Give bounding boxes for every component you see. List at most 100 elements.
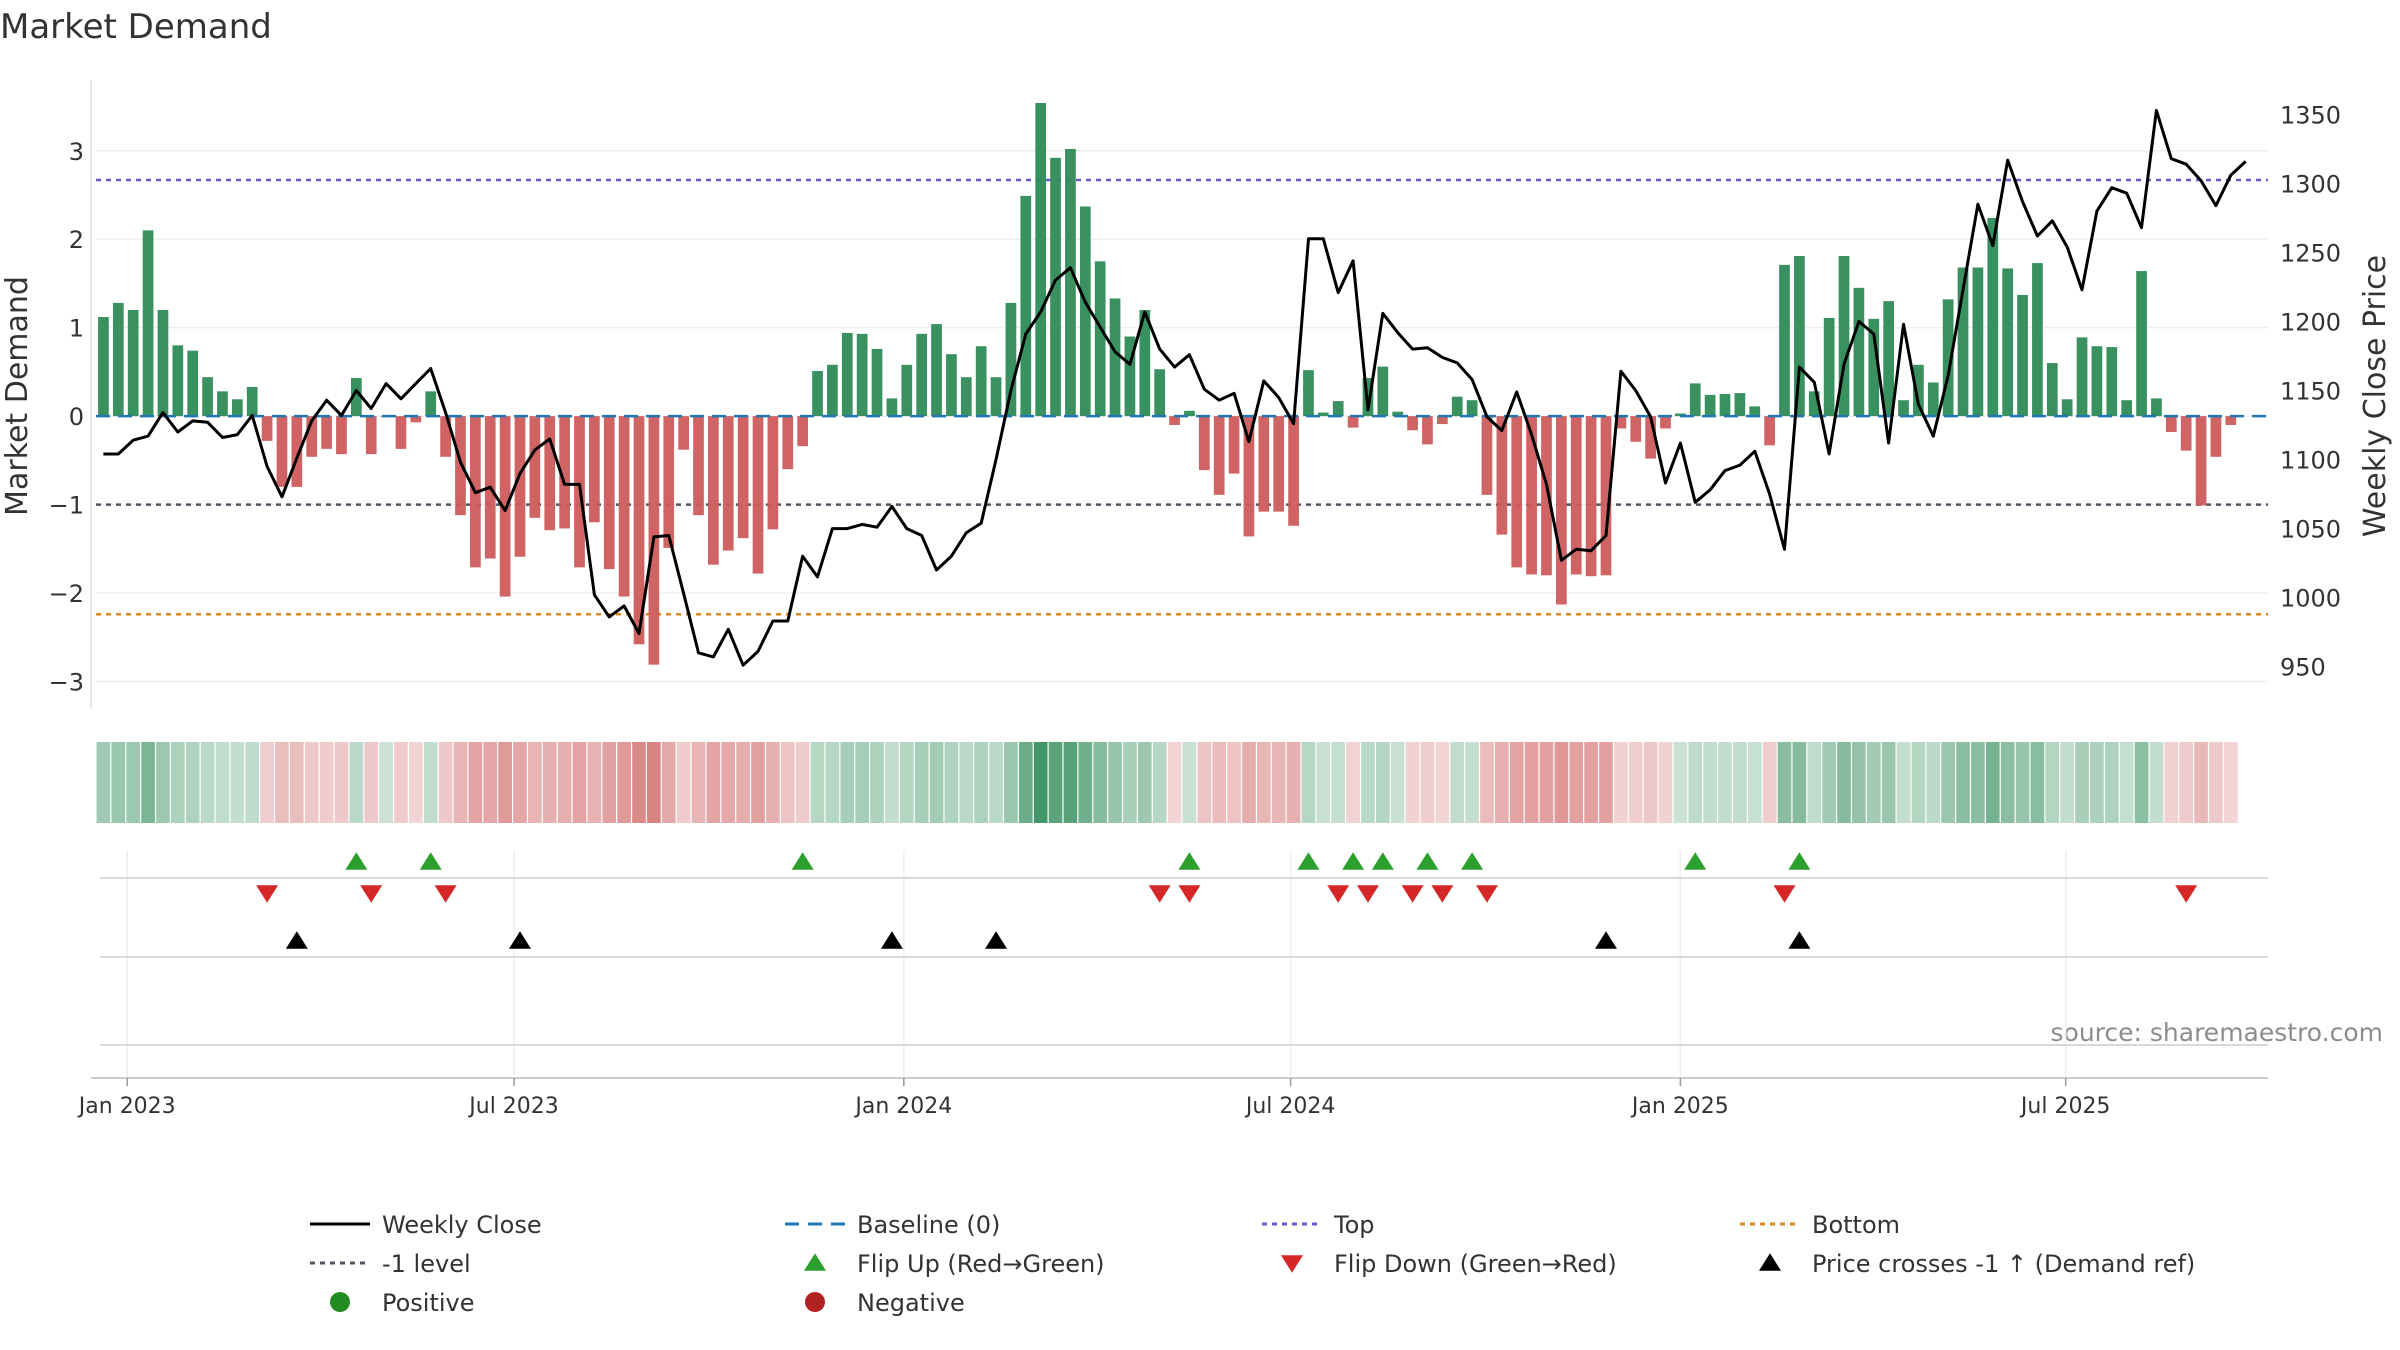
x-tick-label: Jul 2023 [467, 1094, 559, 1119]
price-cross-marker [1594, 931, 1617, 949]
flip-down-marker [1327, 885, 1350, 903]
heat-cell-negative [1524, 742, 1539, 823]
demand-bar-positive [1838, 256, 1850, 417]
heat-cell-positive [929, 742, 944, 823]
demand-bar-positive [172, 345, 184, 417]
demand-bar-negative [603, 416, 615, 570]
y2-tick-label: 1350 [2280, 102, 2341, 130]
heat-cell-positive [1985, 742, 2000, 823]
y-tick-label: 1 [69, 315, 84, 343]
heat-cell-negative [676, 742, 691, 823]
demand-bar-positive [1957, 267, 1969, 417]
x-tick-label: Jan 2023 [77, 1094, 176, 1119]
demand-bar-negative [708, 416, 719, 565]
y2-tick-label: 1150 [2280, 378, 2341, 406]
demand-bar-positive [2136, 271, 2147, 417]
heat-cell-positive [170, 742, 185, 823]
heat-cell-positive [126, 742, 141, 823]
demand-bar-positive [98, 317, 109, 417]
demand-bar-negative [2165, 416, 2177, 433]
demand-bar-positive [1913, 364, 1924, 417]
flip-up-marker [419, 852, 442, 870]
demand-bar-positive [1868, 318, 1880, 417]
heat-cell-negative [2164, 742, 2179, 823]
heat-cell-negative [498, 742, 512, 823]
flip-down-marker [2175, 885, 2198, 903]
heat-cell-positive [825, 742, 840, 823]
flip-down-marker [256, 885, 279, 903]
chart-title: Market Demand [0, 7, 272, 47]
demand-bar-negative [395, 416, 407, 449]
flip-down-marker [1178, 885, 1201, 903]
heat-cell-positive [870, 742, 884, 823]
y-axis-label: Market Demand [0, 276, 35, 516]
demand-bar-negative [1288, 416, 1299, 526]
heat-cell-negative [691, 742, 706, 823]
heat-cell-negative [1614, 742, 1628, 823]
legend-symbol [1759, 1253, 1781, 1271]
demand-bar-negative [559, 416, 570, 529]
heat-cell-negative [1405, 742, 1420, 823]
heat-cell-positive [185, 742, 200, 823]
heat-cell-positive [1450, 742, 1465, 823]
heat-cell-positive [1004, 742, 1018, 823]
demand-bar-negative [2195, 416, 2207, 506]
legend-item: Baseline (0) [785, 1211, 1000, 1239]
demand-bar-negative [1422, 416, 1433, 445]
demand-bar-negative [1526, 416, 1537, 575]
heat-cell-positive [2075, 742, 2089, 823]
heat-cell-negative [2209, 742, 2223, 823]
demand-bar-negative [1169, 416, 1180, 425]
heat-cell-negative [751, 742, 765, 823]
heat-cell-positive [1018, 742, 1033, 823]
demand-bar-negative [1511, 416, 1523, 568]
heat-cell-positive [1911, 742, 1926, 823]
heat-cell-negative [453, 742, 468, 823]
demand-bar-negative [737, 416, 749, 539]
heat-cell-negative [438, 742, 453, 823]
heat-cell-positive [944, 742, 959, 823]
heat-cell-positive [156, 742, 170, 823]
demand-bar-negative [618, 416, 630, 597]
flip-up-marker [791, 852, 814, 870]
heat-cell-negative [721, 742, 736, 823]
flip-up-marker [1371, 852, 1394, 870]
demand-bar-positive [1704, 394, 1716, 417]
demand-bar-negative [1407, 416, 1418, 431]
heat-cell-negative [736, 742, 750, 823]
heat-cell-positive [1048, 742, 1063, 823]
heat-cell-negative [1242, 742, 1256, 823]
demand-bar-negative [1436, 416, 1448, 425]
heat-cell-positive [1390, 742, 1405, 823]
heat-cell-negative [364, 742, 379, 823]
heat-cell-negative [1554, 742, 1569, 823]
heat-cell-positive [1777, 742, 1792, 823]
demand-bar-positive [856, 333, 868, 417]
y2-tick-label: 1200 [2280, 309, 2341, 337]
demand-bar-positive [127, 309, 139, 417]
demand-bar-positive [2046, 363, 2058, 417]
heat-cell-negative [1346, 742, 1360, 823]
demand-bar-negative [1243, 416, 1255, 537]
demand-bar-positive [1987, 217, 1999, 417]
heat-cell-negative [766, 742, 780, 823]
demand-bar-positive [1020, 195, 1032, 417]
heat-cell-positive [2134, 742, 2149, 823]
x-tick-label: Jan 2024 [853, 1094, 952, 1119]
y2-tick-label: 1300 [2280, 171, 2341, 199]
heat-cell-positive [885, 742, 899, 823]
heat-cell-negative [647, 742, 661, 823]
demand-bar-negative [767, 416, 779, 530]
heat-cell-positive [1881, 742, 1896, 823]
heat-cell-negative [1569, 742, 1584, 823]
y2-tick-label: 950 [2280, 654, 2326, 682]
demand-bar-positive [2121, 400, 2133, 417]
demand-bar-positive [1079, 206, 1091, 417]
demand-bar-positive [157, 309, 169, 417]
flip-up-marker [1297, 852, 1320, 870]
legend-item: Positive [330, 1289, 475, 1317]
heat-cell-positive [959, 742, 974, 823]
heat-cell-negative [1539, 742, 1554, 823]
heat-cell-positive [914, 742, 929, 823]
